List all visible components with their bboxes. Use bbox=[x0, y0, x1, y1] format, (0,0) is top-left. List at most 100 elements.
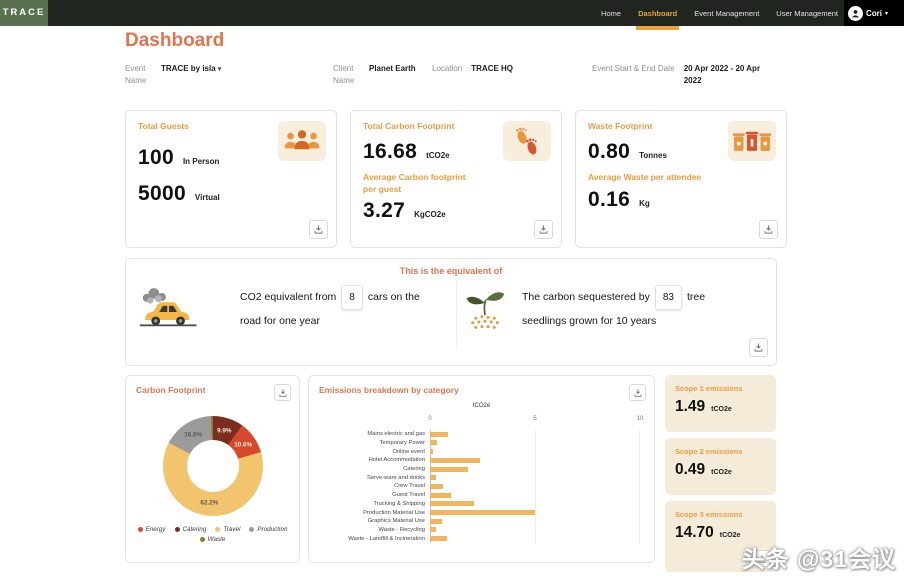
bar-row: Temporary Power bbox=[321, 438, 640, 448]
download-icon bbox=[278, 388, 287, 397]
nav-dashboard[interactable]: Dashboard bbox=[636, 0, 680, 30]
footprints-icon bbox=[516, 127, 537, 154]
stat-row: 0.16 Kg bbox=[588, 188, 774, 212]
bar-track bbox=[430, 464, 640, 474]
trees-text-after: tree seedlings grown for 10 years bbox=[522, 291, 706, 327]
filter-label: Event Start & End Date bbox=[592, 64, 675, 73]
trees-count-box: 83 bbox=[654, 285, 682, 310]
total-waste-unit: Tonnes bbox=[639, 151, 667, 161]
divider bbox=[456, 281, 457, 349]
cars-equivalent: CO2 equivalent from 8 cars on the road for… bbox=[138, 285, 448, 332]
seedling-icon bbox=[466, 291, 505, 329]
stat-row: 16.68 tCO2e bbox=[363, 140, 549, 164]
legend-item: Travel bbox=[215, 526, 240, 533]
nav-event-management[interactable]: Event Management bbox=[694, 8, 760, 18]
download-button[interactable] bbox=[274, 384, 291, 401]
user-menu[interactable]: Cori ▾ bbox=[844, 0, 904, 26]
scope-title: Scope 1 emissions bbox=[675, 384, 743, 393]
total-waste-value: 0.80 bbox=[588, 140, 631, 164]
legend-item: Waste bbox=[199, 536, 225, 543]
waste-footprint-card: Waste Footprint 0.80 Tonnes Averag bbox=[575, 110, 787, 248]
download-icon bbox=[764, 225, 773, 234]
scope-1-value: 1.49 bbox=[675, 398, 706, 415]
people-icon bbox=[284, 130, 320, 150]
carbon-donut-wrap: 9.9% 10.6% 62.2% 16.6% bbox=[163, 416, 263, 516]
emissions-breakdown-card: Emissions breakdown by category tCO2e 0 5… bbox=[308, 375, 655, 563]
bar-row: Waste - Landfill & Incineration bbox=[321, 534, 640, 543]
bar bbox=[430, 431, 448, 437]
bar bbox=[430, 536, 447, 542]
bar-row: Catering bbox=[321, 464, 640, 474]
download-button[interactable] bbox=[759, 220, 778, 239]
bar-track bbox=[430, 525, 640, 535]
bar-category-label: Temporary Power bbox=[379, 440, 425, 447]
axis-tick-label: 0 bbox=[428, 416, 432, 422]
virtual-label: Virtual bbox=[194, 193, 220, 203]
bar bbox=[430, 457, 481, 463]
legend-item: Production bbox=[249, 526, 287, 533]
download-icon bbox=[633, 388, 642, 397]
scope-title: Scope 2 emissions bbox=[675, 447, 743, 456]
user-icon bbox=[852, 9, 859, 17]
chevron-down-icon: ▾ bbox=[885, 10, 889, 17]
event-name-dropdown[interactable]: TRACE by isla ▾ bbox=[161, 63, 221, 76]
stat-row: 0.80 Tonnes bbox=[588, 140, 774, 164]
in-person-count: 100 bbox=[138, 146, 174, 170]
avg-carbon-unit: KgCO2e bbox=[414, 210, 446, 220]
brand-logo[interactable]: TRACE bbox=[0, 0, 48, 26]
bar-track bbox=[430, 456, 640, 465]
equivalents-title: This is the equivalent of bbox=[399, 266, 503, 276]
panel-title: Carbon Footprint bbox=[136, 385, 206, 395]
donut-slice-label: 9.9% bbox=[217, 427, 232, 435]
carbon-footprint-chart-card: Carbon Footprint 9.9% 10.6% 62.2% 16.6% Ene… bbox=[125, 375, 300, 563]
legend-label: Production bbox=[257, 526, 288, 533]
bar bbox=[430, 440, 438, 446]
bar-track bbox=[430, 482, 640, 491]
event-name-value: TRACE by isla bbox=[161, 64, 216, 73]
cars-count-box: 8 bbox=[341, 285, 363, 310]
filter-event-name: Event Name TRACE by isla ▾ bbox=[125, 63, 221, 87]
nav-home[interactable]: Home bbox=[601, 8, 622, 18]
bar bbox=[430, 475, 437, 481]
axis-tick-label: 5 bbox=[533, 416, 537, 422]
top-navbar: TRACE Home Dashboard Event Management Us… bbox=[0, 0, 904, 30]
download-icon bbox=[757, 554, 766, 563]
scope-2-unit: tCO2e bbox=[711, 469, 732, 476]
bar bbox=[430, 483, 443, 489]
download-button[interactable] bbox=[749, 338, 768, 357]
scope-1-card: Scope 1 emissions 1.49 tCO2e bbox=[665, 375, 776, 432]
filter-location: Location TRACE HQ bbox=[432, 63, 513, 75]
download-button[interactable] bbox=[753, 550, 770, 567]
scope-2-card: Scope 2 emissions 0.49 tCO2e bbox=[665, 438, 776, 495]
scope-3-value: 14.70 bbox=[675, 524, 714, 541]
bar-category-label: Guest Travel bbox=[392, 492, 425, 499]
scope-row: 14.70 tCO2e bbox=[675, 524, 766, 542]
bar-category-label: Trucking & Shipping bbox=[373, 500, 425, 507]
carbon-footprint-card: Total Carbon Footprint 16.68 tCO2e Avera… bbox=[350, 110, 562, 248]
cars-equivalent-text: CO2 equivalent from 8 cars on the road for… bbox=[240, 285, 436, 332]
total-carbon-value: 16.68 bbox=[363, 140, 418, 164]
cars-text-before: CO2 equivalent from bbox=[240, 291, 337, 303]
filter-client-name: Client Name Planet Earth bbox=[333, 63, 416, 87]
scope-2-value: 0.49 bbox=[675, 461, 706, 478]
in-person-label: In Person bbox=[182, 157, 220, 167]
download-button[interactable] bbox=[309, 220, 328, 239]
download-button[interactable] bbox=[629, 384, 646, 401]
bar-track bbox=[430, 490, 640, 500]
bar-ticks: 0 5 10 bbox=[321, 416, 643, 424]
scope-3-card: Scope 3 emissions 14.70 tCO2e bbox=[665, 501, 776, 572]
donut-legend: Energy Catering Travel Production Waste bbox=[136, 526, 289, 543]
scope-3-unit: tCO2e bbox=[719, 532, 741, 539]
download-button[interactable] bbox=[534, 220, 553, 239]
nav-user-management[interactable]: User Management bbox=[776, 8, 838, 18]
legend-dot bbox=[249, 527, 255, 532]
legend-label: Catering bbox=[182, 526, 207, 533]
bar-category-label: Serve-ware and drinks bbox=[367, 474, 425, 481]
bar-row: Guest Travel bbox=[321, 490, 640, 500]
scope-row: 1.49 tCO2e bbox=[675, 398, 766, 416]
scope-1-unit: tCO2e bbox=[711, 406, 732, 413]
trees-equivalent-text: The carbon sequestered by 83 tree seedling… bbox=[522, 285, 740, 332]
bar-row: Production Material Use bbox=[321, 508, 640, 517]
filter-label: Location bbox=[432, 64, 463, 73]
card-subtitle: Average Carbon footprint per guest bbox=[363, 172, 466, 194]
